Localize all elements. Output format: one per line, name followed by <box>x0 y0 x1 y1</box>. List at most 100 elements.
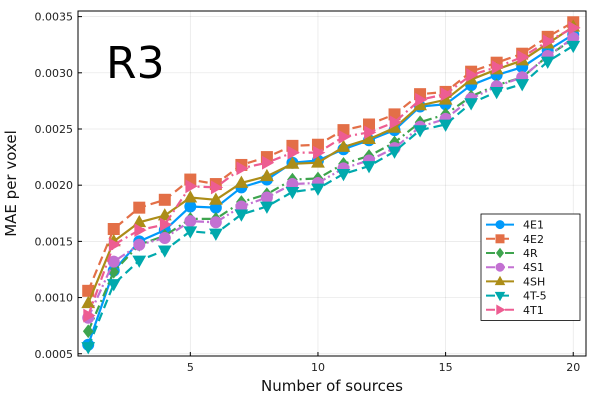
data-point-4t1 <box>108 237 122 252</box>
data-point-4t-5 <box>387 146 402 159</box>
x-axis-label: Number of sources <box>261 377 403 395</box>
legend-item-4t-5: 4T-5 <box>486 290 547 303</box>
data-point-4sh <box>208 192 223 205</box>
data-point-4t1 <box>491 60 504 75</box>
data-point-4t-5 <box>311 183 325 196</box>
legend-item-4e1: 4E1 <box>486 219 544 232</box>
data-point-4t1 <box>159 217 173 232</box>
data-point-4t-5 <box>81 342 96 355</box>
data-point-4r <box>108 264 120 279</box>
data-point-4t-5 <box>183 226 198 239</box>
legend-marker-4s1 <box>495 262 505 272</box>
legend-marker-4sh <box>494 275 506 286</box>
data-point-4t1 <box>466 68 479 82</box>
panel-label: R3 <box>106 38 165 89</box>
legend-item-4t1: 4T1 <box>486 304 544 317</box>
legend-item-4e2: 4E2 <box>486 233 544 246</box>
legend-marker-4t1 <box>496 304 506 316</box>
data-point-4s1 <box>260 191 273 204</box>
y-tick-label: 0.0030 <box>35 67 74 80</box>
data-point-4e2 <box>133 201 146 214</box>
data-point-4s1 <box>184 215 197 228</box>
data-point-4t-5 <box>336 169 351 182</box>
data-point-4t1 <box>262 155 275 170</box>
legend-box <box>480 213 581 321</box>
data-point-4t1 <box>415 92 428 107</box>
y-tick-label: 0.0035 <box>35 11 74 24</box>
x-tick-label: 15 <box>439 361 453 374</box>
series-group <box>81 16 581 355</box>
data-point-4t1 <box>440 87 453 102</box>
legend-label-4t1: 4T1 <box>523 304 544 317</box>
data-point-4sh <box>285 156 300 169</box>
data-point-4e1 <box>184 200 197 213</box>
data-point-4sh <box>336 139 351 152</box>
legend-label-4r: 4R <box>523 247 538 260</box>
series-4t1 <box>83 20 581 323</box>
legend-label-4e1: 4E1 <box>523 219 544 232</box>
x-tick-label: 10 <box>311 361 325 374</box>
data-point-4s1 <box>133 238 146 251</box>
data-point-4t-5 <box>515 79 530 92</box>
data-point-4t1 <box>389 115 402 130</box>
legend-item-4s1: 4S1 <box>486 261 544 274</box>
data-point-4t-5 <box>413 125 427 138</box>
data-point-4s1 <box>158 232 171 245</box>
data-point-4t-5 <box>438 119 453 132</box>
data-point-4t1 <box>568 20 581 35</box>
x-tick-label: 5 <box>187 361 194 374</box>
data-point-4t-5 <box>208 228 223 241</box>
series-line-4t1 <box>87 26 574 316</box>
data-point-4t1 <box>287 145 300 160</box>
data-point-4t1 <box>236 161 249 176</box>
data-point-4t-5 <box>489 87 504 100</box>
data-point-4s1 <box>209 216 222 229</box>
series-4t-5 <box>81 40 581 355</box>
legend-marker-4r <box>495 247 505 259</box>
data-point-4t-5 <box>259 201 274 214</box>
legend-marker-4e2 <box>495 234 505 244</box>
data-point-4sh <box>183 190 198 203</box>
data-point-4sh <box>234 175 249 188</box>
legend-label-4sh: 4SH <box>523 275 545 288</box>
y-axis-label: MAE per voxel <box>2 130 20 237</box>
data-point-4t1 <box>83 308 96 323</box>
data-point-4t1 <box>364 125 377 140</box>
legend-item-4r: 4R <box>486 247 538 260</box>
y-tick-label: 0.0025 <box>35 123 74 136</box>
data-point-4r <box>82 324 94 339</box>
x-tick-label: 20 <box>566 361 580 374</box>
data-point-4t1 <box>185 179 198 194</box>
data-point-4t-5 <box>362 161 376 174</box>
data-point-4t1 <box>210 180 224 195</box>
y-tick-label: 0.0005 <box>35 348 74 361</box>
ticks: 5 10 15 20 0.0005 0.0010 0.0015 0.0020 0.0025 0.0… <box>35 11 581 374</box>
data-point-4t-5 <box>106 279 121 292</box>
data-point-4t1 <box>134 223 147 238</box>
y-tick-label: 0.0015 <box>35 235 74 248</box>
series-line-4t-5 <box>87 44 574 348</box>
data-point-4t1 <box>313 145 326 160</box>
data-point-4e2 <box>107 223 120 236</box>
legend-marker-4e1 <box>495 220 505 230</box>
data-point-4t-5 <box>540 56 555 69</box>
data-point-4t-5 <box>157 245 172 258</box>
legend-item-4sh: 4SH <box>486 275 545 288</box>
data-point-4t-5 <box>132 255 147 268</box>
data-point-4sh <box>259 168 274 182</box>
data-point-4sh <box>81 295 96 309</box>
data-point-4sh <box>157 208 172 221</box>
data-point-4t-5 <box>464 98 479 111</box>
data-point-4t-5 <box>285 187 300 200</box>
legend-label-4t-5: 4T-5 <box>523 290 547 303</box>
data-point-4sh <box>311 155 325 168</box>
legend-label-4s1: 4S1 <box>523 261 544 274</box>
data-point-4e2 <box>158 193 171 206</box>
legend-marker-4t-5 <box>494 291 506 302</box>
legend-label-4e2: 4E2 <box>523 233 544 246</box>
data-point-4t1 <box>517 50 530 64</box>
y-tick-label: 0.0020 <box>35 179 74 192</box>
y-tick-label: 0.0010 <box>35 292 74 305</box>
